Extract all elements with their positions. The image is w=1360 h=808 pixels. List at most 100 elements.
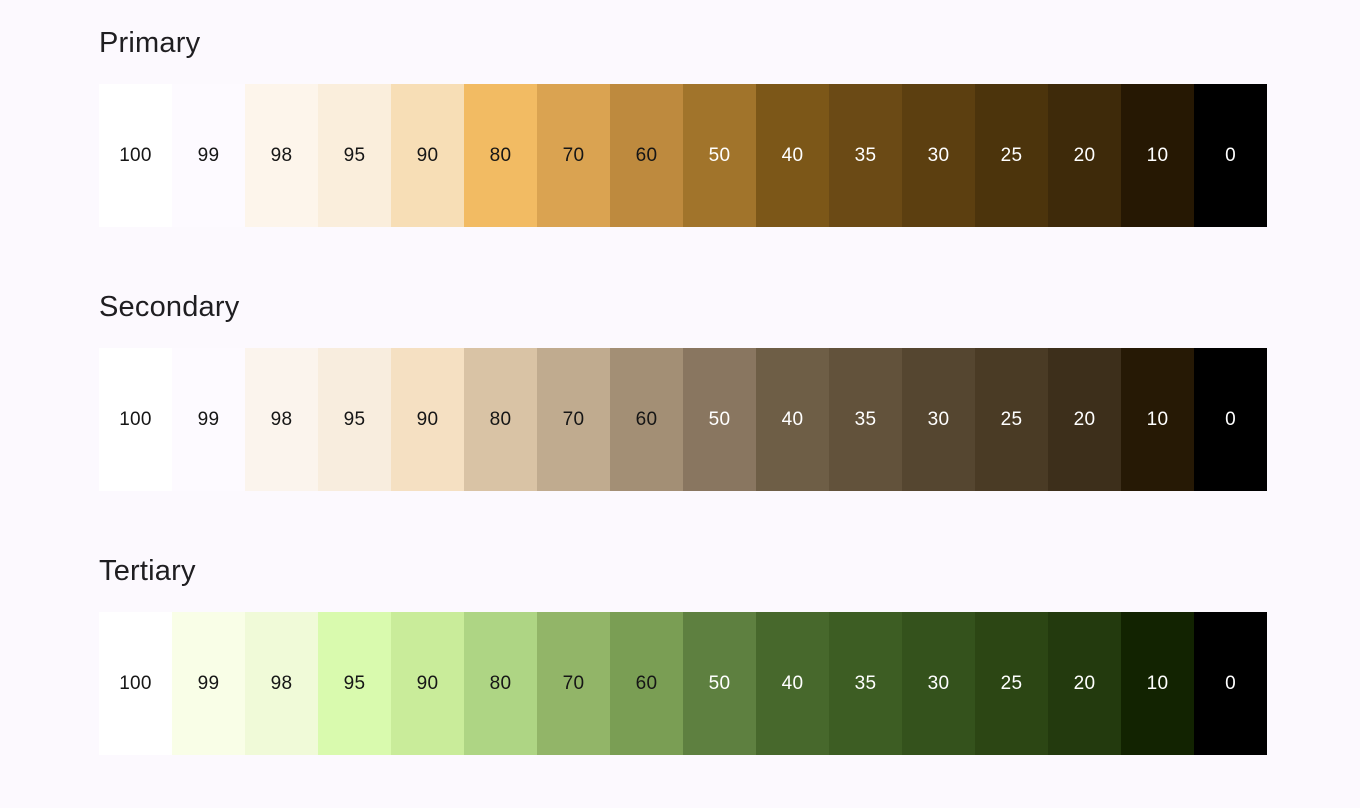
tone-label: 90 [416, 408, 439, 430]
tone-swatch-100[interactable]: 100 [99, 612, 172, 755]
tone-swatch-90[interactable]: 90 [391, 612, 464, 755]
tone-label: 98 [270, 408, 293, 430]
tone-label: 35 [854, 144, 877, 166]
tone-label: 25 [1000, 408, 1023, 430]
tone-label: 0 [1225, 144, 1236, 166]
tone-swatch-80[interactable]: 80 [464, 348, 537, 491]
tone-label: 100 [119, 408, 152, 430]
swatch-row-primary: 100 99 98 95 90 80 70 60 50 40 35 30 25 20 10 0 [99, 84, 1267, 227]
tone-label: 20 [1073, 408, 1096, 430]
tone-label: 99 [197, 144, 220, 166]
tone-swatch-60[interactable]: 60 [610, 84, 683, 227]
palette-title-tertiary: Tertiary [99, 555, 196, 587]
tone-swatch-98[interactable]: 98 [245, 84, 318, 227]
tone-swatch-80[interactable]: 80 [464, 84, 537, 227]
tone-label: 98 [270, 672, 293, 694]
tone-label: 40 [781, 408, 804, 430]
tone-label: 60 [635, 144, 658, 166]
tone-label: 70 [562, 144, 585, 166]
tone-swatch-70[interactable]: 70 [537, 348, 610, 491]
tone-swatch-35[interactable]: 35 [829, 612, 902, 755]
tone-swatch-30[interactable]: 30 [902, 612, 975, 755]
tone-swatch-100[interactable]: 100 [99, 84, 172, 227]
tone-swatch-25[interactable]: 25 [975, 612, 1048, 755]
tone-label: 95 [343, 408, 366, 430]
tone-swatch-25[interactable]: 25 [975, 348, 1048, 491]
tone-label: 30 [927, 408, 950, 430]
tone-swatch-40[interactable]: 40 [756, 612, 829, 755]
tone-swatch-100[interactable]: 100 [99, 348, 172, 491]
tone-label: 20 [1073, 672, 1096, 694]
tone-label: 90 [416, 144, 439, 166]
tone-swatch-0[interactable]: 0 [1194, 348, 1267, 491]
tone-swatch-98[interactable]: 98 [245, 348, 318, 491]
tone-label: 95 [343, 144, 366, 166]
tone-swatch-80[interactable]: 80 [464, 612, 537, 755]
tone-label: 98 [270, 144, 293, 166]
tone-label: 50 [708, 672, 731, 694]
tone-swatch-40[interactable]: 40 [756, 84, 829, 227]
tone-swatch-50[interactable]: 50 [683, 348, 756, 491]
tone-swatch-60[interactable]: 60 [610, 348, 683, 491]
tone-swatch-70[interactable]: 70 [537, 612, 610, 755]
tone-label: 20 [1073, 144, 1096, 166]
tone-label: 40 [781, 144, 804, 166]
tone-swatch-99[interactable]: 99 [172, 348, 245, 491]
tone-swatch-30[interactable]: 30 [902, 84, 975, 227]
tone-swatch-40[interactable]: 40 [756, 348, 829, 491]
tone-label: 0 [1225, 672, 1236, 694]
palette-section-primary: Primary 100 99 98 95 90 80 70 60 50 40 35 30 25 20 10 0 [99, 26, 1360, 227]
tone-swatch-35[interactable]: 35 [829, 84, 902, 227]
tone-label: 35 [854, 672, 877, 694]
tonal-palettes-panel: Primary 100 99 98 95 90 80 70 60 50 40 35 30 25 20 10 0… [99, 26, 1360, 755]
tone-swatch-20[interactable]: 20 [1048, 84, 1121, 227]
tone-swatch-60[interactable]: 60 [610, 612, 683, 755]
tone-swatch-99[interactable]: 99 [172, 84, 245, 227]
tone-swatch-50[interactable]: 50 [683, 84, 756, 227]
tone-swatch-30[interactable]: 30 [902, 348, 975, 491]
tone-swatch-90[interactable]: 90 [391, 84, 464, 227]
tone-swatch-10[interactable]: 10 [1121, 612, 1194, 755]
tone-swatch-20[interactable]: 20 [1048, 348, 1121, 491]
tone-swatch-95[interactable]: 95 [318, 612, 391, 755]
tone-swatch-0[interactable]: 0 [1194, 84, 1267, 227]
palette-title-primary: Primary [99, 27, 201, 59]
tone-swatch-20[interactable]: 20 [1048, 612, 1121, 755]
tone-label: 0 [1225, 408, 1236, 430]
tone-label: 10 [1146, 672, 1169, 694]
palette-title-secondary: Secondary [99, 291, 240, 323]
tone-label: 60 [635, 408, 658, 430]
tone-swatch-70[interactable]: 70 [537, 84, 610, 227]
tone-label: 80 [489, 408, 512, 430]
tone-label: 35 [854, 408, 877, 430]
tone-label: 70 [562, 672, 585, 694]
tone-label: 80 [489, 672, 512, 694]
tone-swatch-99[interactable]: 99 [172, 612, 245, 755]
tone-label: 95 [343, 672, 366, 694]
tone-label: 90 [416, 672, 439, 694]
tone-swatch-0[interactable]: 0 [1194, 612, 1267, 755]
tone-label: 30 [927, 144, 950, 166]
tone-label: 60 [635, 672, 658, 694]
tone-swatch-90[interactable]: 90 [391, 348, 464, 491]
swatch-row-secondary: 100 99 98 95 90 80 70 60 50 40 35 30 25 20 10 0 [99, 348, 1267, 491]
tone-label: 70 [562, 408, 585, 430]
palette-section-secondary: Secondary 100 99 98 95 90 80 70 60 50 40 35 30 25 20 1… [99, 290, 1360, 491]
tone-label: 25 [1000, 672, 1023, 694]
tone-swatch-95[interactable]: 95 [318, 84, 391, 227]
tone-swatch-95[interactable]: 95 [318, 348, 391, 491]
tone-swatch-50[interactable]: 50 [683, 612, 756, 755]
tone-label: 100 [119, 144, 152, 166]
tone-label: 30 [927, 672, 950, 694]
tone-label: 40 [781, 672, 804, 694]
tone-label: 25 [1000, 144, 1023, 166]
tone-swatch-10[interactable]: 10 [1121, 348, 1194, 491]
tone-swatch-98[interactable]: 98 [245, 612, 318, 755]
tone-swatch-25[interactable]: 25 [975, 84, 1048, 227]
swatch-row-tertiary: 100 99 98 95 90 80 70 60 50 40 35 30 25 20 10 0 [99, 612, 1267, 755]
tone-swatch-35[interactable]: 35 [829, 348, 902, 491]
tone-swatch-10[interactable]: 10 [1121, 84, 1194, 227]
tone-label: 50 [708, 408, 731, 430]
tone-label: 10 [1146, 144, 1169, 166]
tone-label: 50 [708, 144, 731, 166]
